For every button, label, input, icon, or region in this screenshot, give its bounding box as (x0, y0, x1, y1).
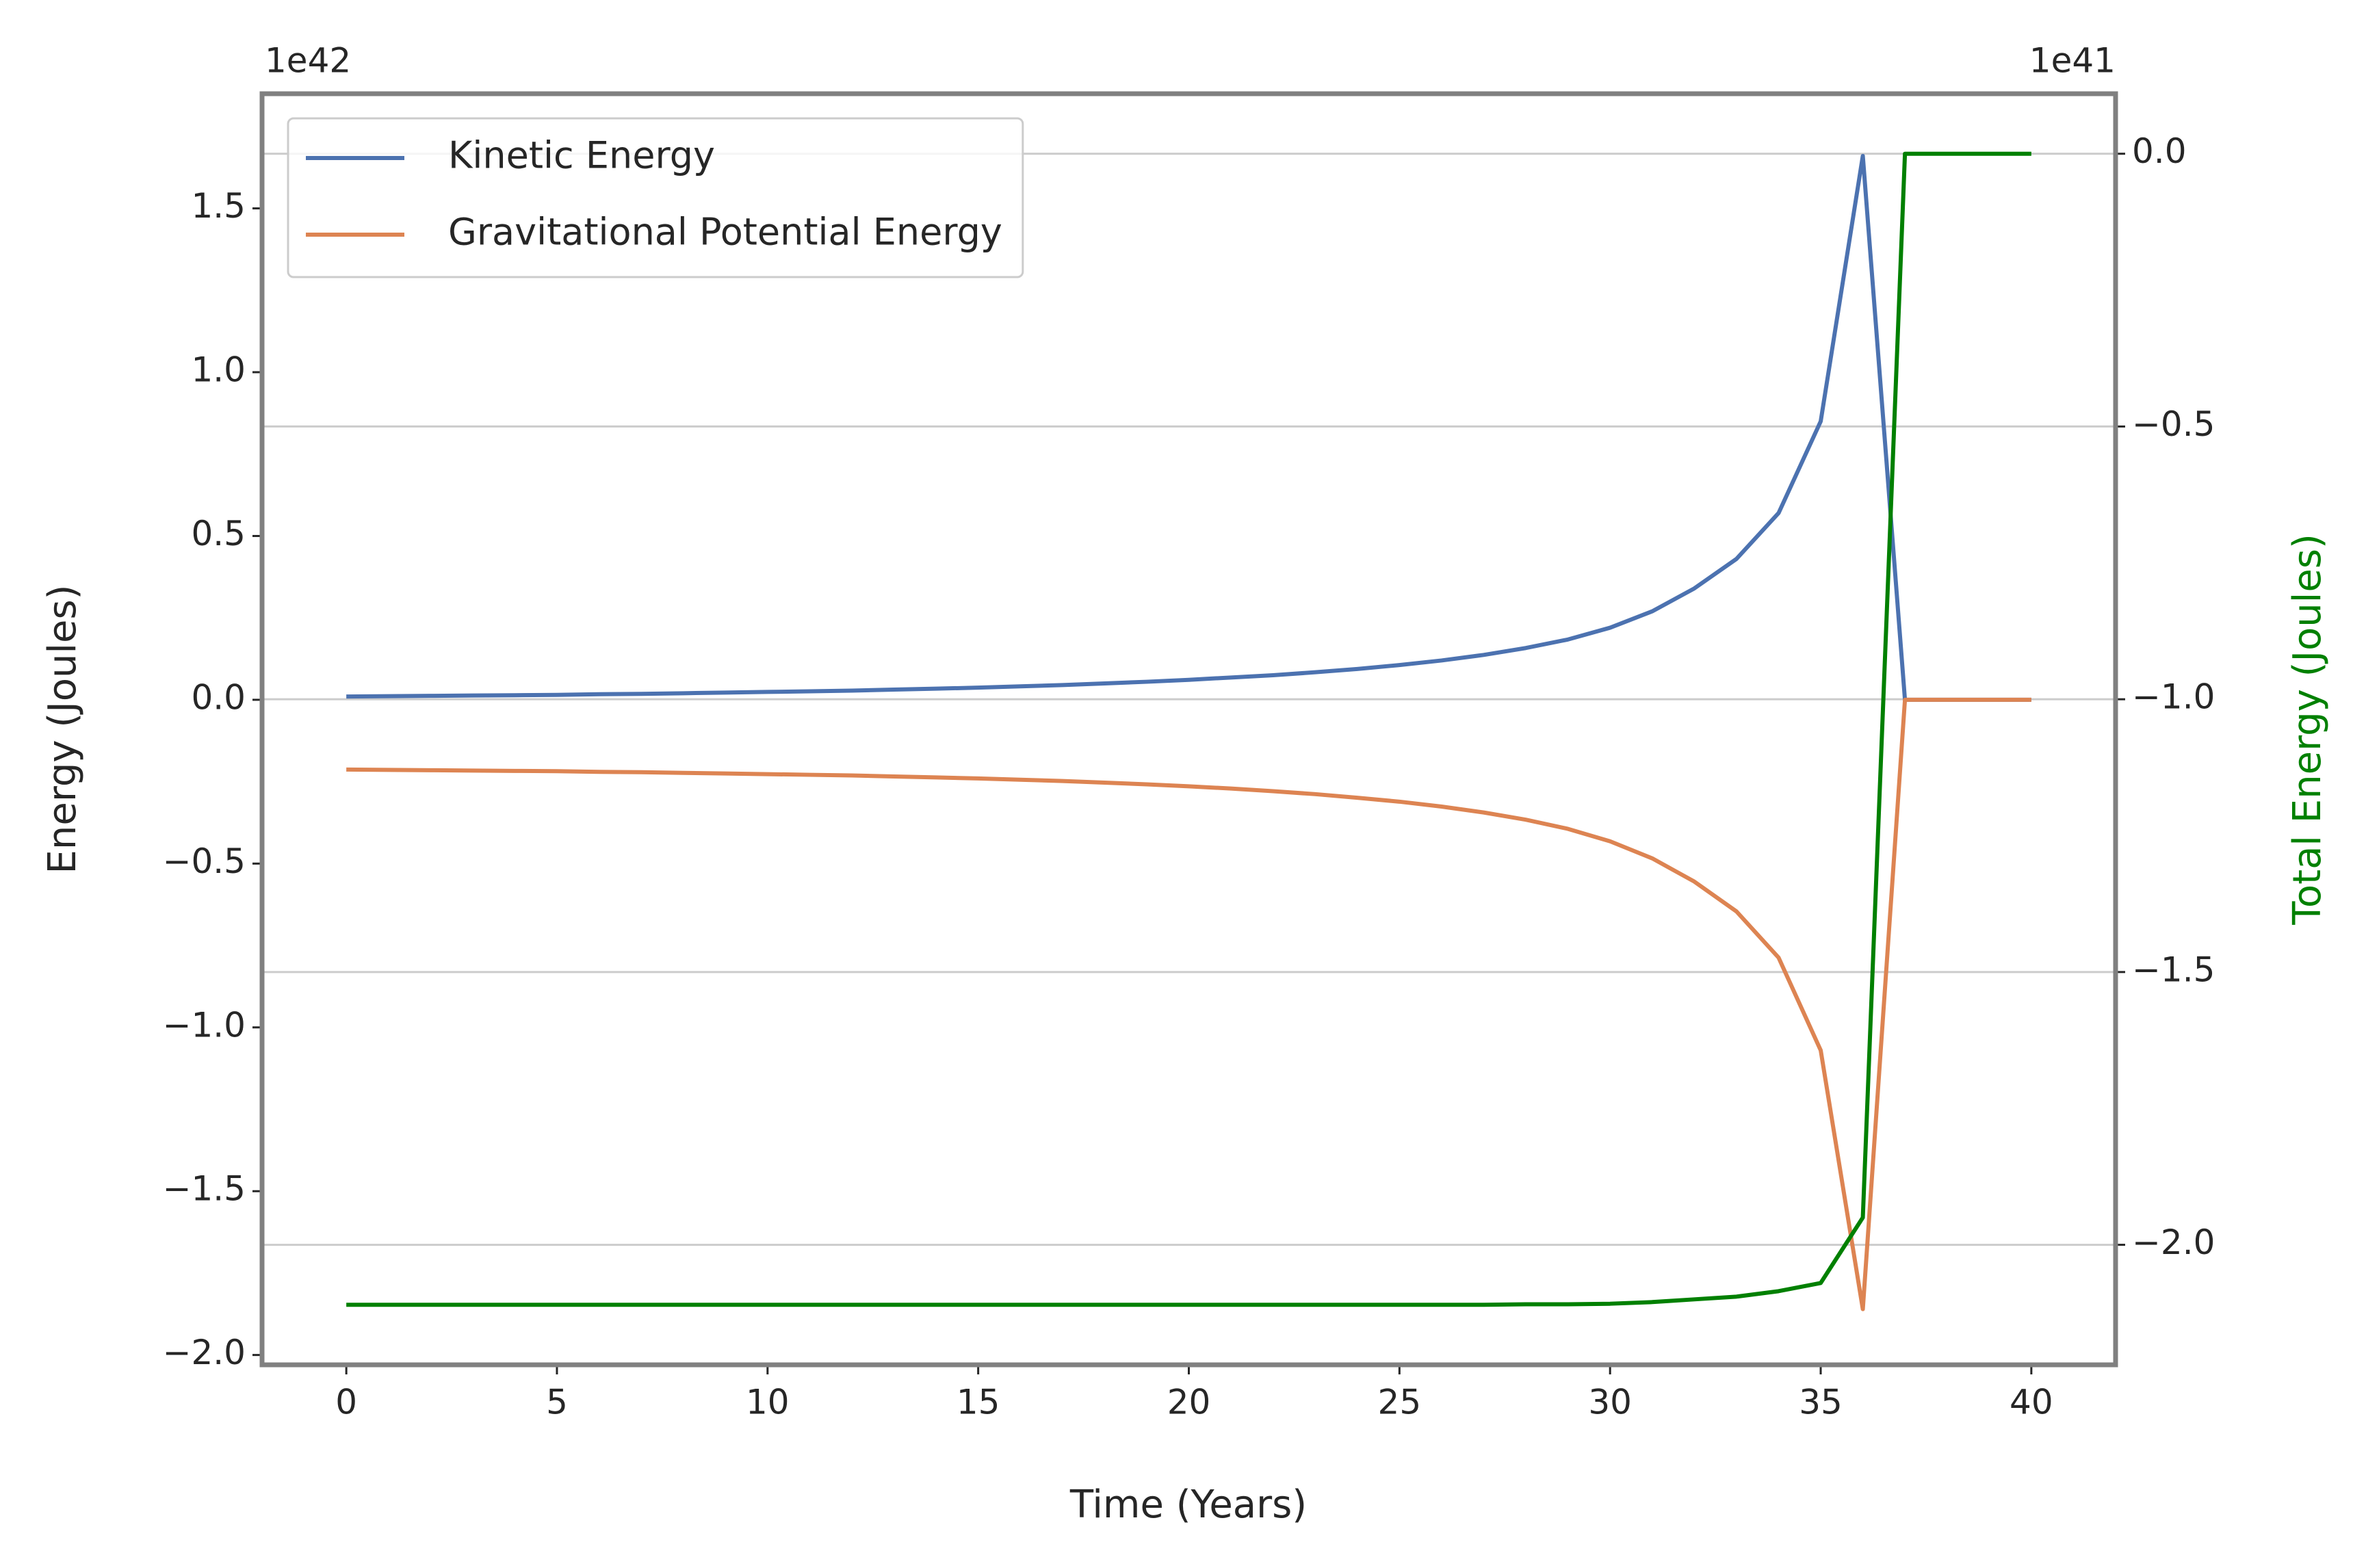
y-tick-label: −0.5 (163, 841, 246, 881)
series-line (346, 697, 2031, 1311)
y2-offset-label: 1e41 (2029, 41, 2116, 81)
y2-tick-label: 0.0 (2132, 131, 2187, 171)
y-tick-label: 0.0 (191, 677, 246, 717)
y2-tick-label: −0.5 (2132, 404, 2215, 444)
y-tick-label: −1.0 (163, 1005, 246, 1045)
y-axis-label: Energy (Joules) (40, 584, 85, 874)
x-tick-label: 40 (2010, 1383, 2053, 1422)
x-axis-label: Time (Years) (1069, 1482, 1307, 1527)
y-tick-label: −1.5 (163, 1169, 246, 1209)
series-line (346, 153, 2031, 702)
y-offset-label: 1e42 (265, 41, 351, 81)
y2-tick-label: −1.0 (2132, 677, 2215, 717)
legend-label: Kinetic Energy (448, 134, 715, 177)
x-tick-label: 15 (957, 1383, 1000, 1422)
y-tick-label: −2.0 (163, 1333, 246, 1372)
x-tick-label: 10 (746, 1383, 790, 1422)
x-tick-label: 0 (335, 1383, 357, 1422)
plot-frame (259, 91, 2118, 1368)
x-tick-label: 25 (1378, 1383, 1422, 1422)
legend-label: Gravitational Potential Energy (448, 211, 1002, 254)
y2-tick-label: −2.0 (2132, 1223, 2215, 1262)
x-tick-label: 20 (1167, 1383, 1211, 1422)
x-tick-label: 30 (1588, 1383, 1632, 1422)
legend-box (287, 117, 1024, 278)
series-line (346, 151, 2031, 1307)
y-tick-label: 1.0 (191, 350, 246, 390)
y-tick-label: 1.5 (191, 186, 246, 226)
y2-axis-label: Total Energy (Joules) (2285, 534, 2330, 926)
x-tick-label: 35 (1799, 1383, 1843, 1422)
y2-tick-label: −1.5 (2132, 950, 2215, 989)
y-tick-label: 0.5 (191, 514, 246, 553)
x-tick-label: 5 (546, 1383, 568, 1422)
